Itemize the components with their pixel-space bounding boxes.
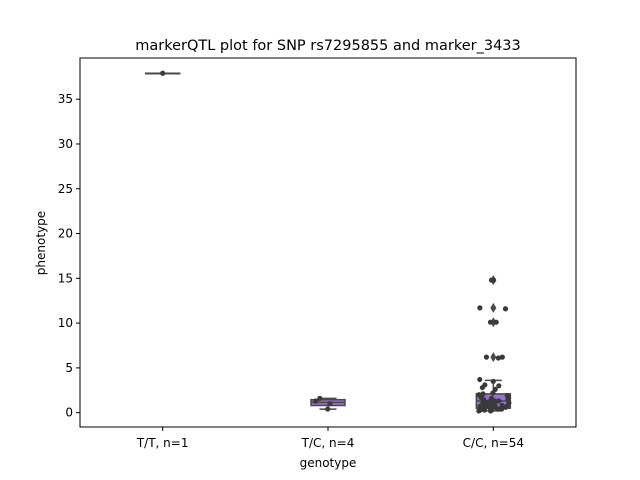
x-axis: T/T, n=1 T/C, n=4 C/C, n=54 [136, 427, 524, 450]
data-point [325, 406, 331, 412]
y-tick-label: 30 [58, 137, 73, 151]
y-tick-label: 0 [65, 406, 73, 420]
data-point [502, 306, 509, 312]
strip-points [160, 70, 166, 76]
strip-points [313, 395, 333, 412]
y-tick-label: 35 [58, 92, 73, 106]
chart-title: markerQTL plot for SNP rs7295855 and mar… [135, 38, 521, 54]
data-point [476, 408, 482, 414]
data-point [477, 376, 483, 383]
y-tick-label: 15 [58, 271, 73, 285]
data-point [496, 383, 502, 389]
y-tick-label: 20 [58, 227, 73, 241]
data-point [493, 319, 499, 325]
x-tick-label: T/C, n=4 [301, 436, 355, 450]
y-axis-label: phenotype [34, 211, 48, 275]
data-point [490, 390, 496, 396]
data-point [481, 407, 488, 413]
data-point [495, 355, 501, 361]
data-point [490, 378, 496, 384]
outlier-marker [490, 317, 497, 328]
data-point [487, 319, 494, 325]
data-point [487, 408, 494, 414]
data-point [317, 395, 323, 401]
plot-area [144, 70, 512, 414]
strip-points [476, 277, 512, 414]
x-axis-label: genotype [300, 456, 357, 470]
data-point [313, 398, 319, 404]
y-tick-label: 25 [58, 182, 73, 196]
data-point [490, 277, 497, 283]
x-tick-label: T/T, n=1 [136, 436, 189, 450]
data-point [499, 354, 505, 360]
data-point [496, 398, 502, 404]
y-axis: 0 5 10 15 20 25 30 35 [58, 92, 80, 420]
data-point [495, 406, 501, 412]
y-tick-label: 5 [65, 361, 73, 375]
data-point [327, 401, 333, 407]
outlier-marker [490, 352, 497, 363]
outlier-marker [490, 302, 497, 313]
data-point [503, 404, 509, 410]
data-point [160, 70, 166, 76]
data-point [483, 354, 490, 360]
y-tick-label: 10 [58, 316, 73, 330]
data-point [477, 305, 483, 311]
data-point [479, 384, 485, 391]
x-tick-label: C/C, n=54 [463, 436, 524, 450]
